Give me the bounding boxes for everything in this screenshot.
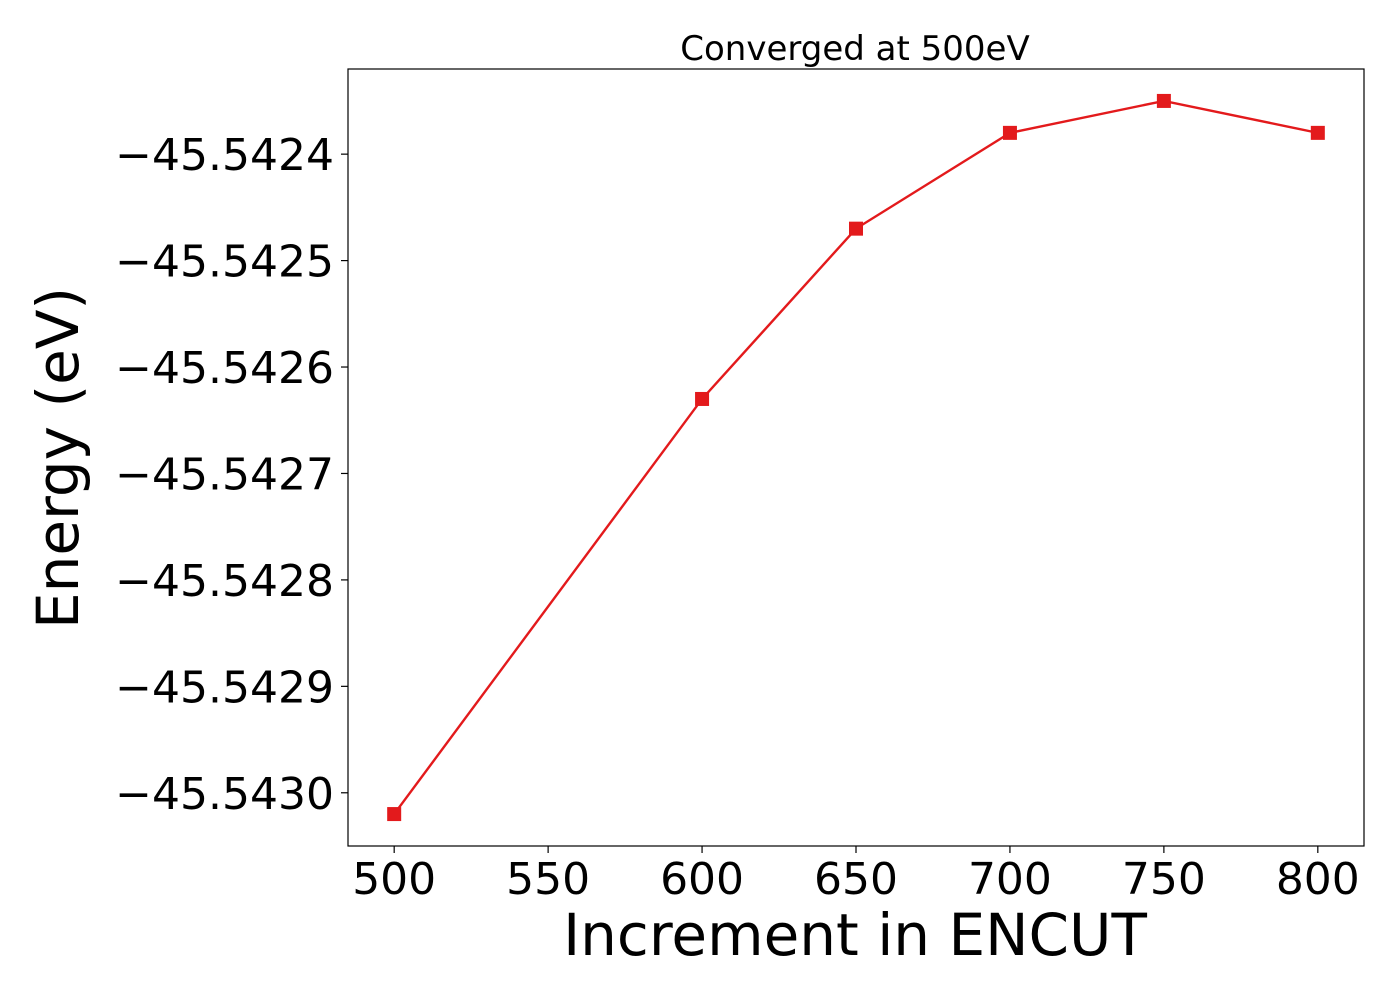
y-tick-label: −45.5425: [115, 237, 334, 288]
x-tick-label: 550: [506, 854, 590, 905]
data-point-marker: [387, 807, 402, 822]
data-point-marker: [1310, 125, 1325, 140]
x-tick-label: 600: [660, 854, 744, 905]
chart-title: Converged at 500eV: [680, 29, 1029, 69]
data-point-marker: [695, 391, 710, 406]
x-tick-label: 800: [1276, 854, 1360, 905]
y-tick-label: −45.5427: [115, 449, 334, 500]
data-point-marker: [849, 221, 863, 236]
plot-series: [387, 93, 1325, 822]
x-axis-label: Increment in ENCUT: [563, 901, 1147, 969]
x-tick-label: 650: [814, 854, 898, 905]
y-tick-label: −45.5424: [115, 130, 334, 181]
data-point-marker: [1002, 125, 1017, 140]
y-tick-label: −45.5428: [115, 556, 334, 607]
y-tick-label: −45.5429: [115, 662, 334, 713]
x-tick-label: 700: [968, 854, 1052, 905]
x-axis: 500 550 600 650 700 750 800: [352, 846, 1360, 905]
x-tick-label: 500: [352, 854, 436, 905]
data-point-marker: [1156, 93, 1171, 108]
y-axis: −45.5424 −45.5425 −45.5426 −45.5427 −45.5428…: [115, 130, 348, 820]
y-axis-label: Energy (eV): [24, 287, 92, 629]
series-line: [393, 99, 1319, 815]
plot-frame: [347, 68, 1365, 847]
y-tick-label: −45.5430: [115, 769, 334, 820]
x-tick-label: 750: [1122, 854, 1206, 905]
y-tick-label: −45.5426: [115, 343, 334, 394]
